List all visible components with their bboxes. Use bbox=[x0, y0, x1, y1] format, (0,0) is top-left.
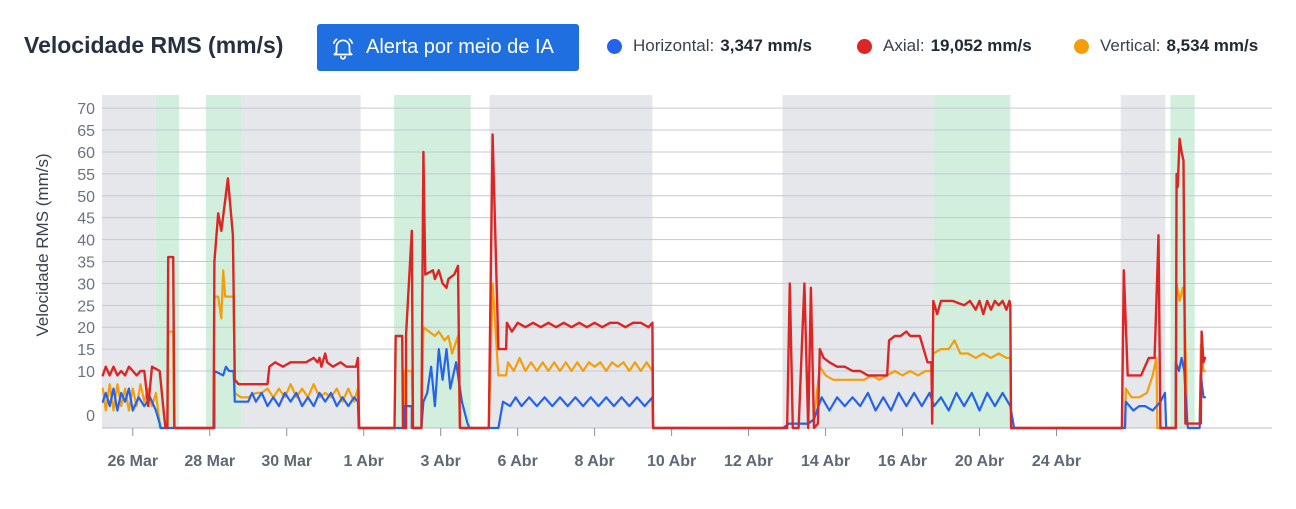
legend-value-axial: 19,052 mm/s bbox=[930, 36, 1032, 55]
legend-label-vertical: Vertical: bbox=[1100, 36, 1161, 55]
chart-title: Velocidade RMS (mm/s) bbox=[24, 32, 284, 58]
x-tick-label: 26 Mar bbox=[107, 453, 158, 470]
y-tick-label: 50 bbox=[77, 189, 95, 206]
x-tick-label: 8 Abr bbox=[574, 453, 614, 470]
legend-item-horizontal[interactable]: Horizontal: 3,347 mm/s bbox=[607, 36, 812, 56]
legend-label-axial: Axial: bbox=[883, 36, 925, 55]
legend-value-vertical: 8,534 mm/s bbox=[1166, 36, 1259, 55]
ai-alert-button-label: Alerta por meio de IA bbox=[366, 36, 554, 58]
series-lines bbox=[101, 133, 1207, 430]
y-tick-label: 15 bbox=[77, 342, 95, 359]
legend-value-horizontal: 3,347 mm/s bbox=[720, 36, 812, 55]
y-tick-label: 35 bbox=[77, 255, 95, 272]
x-tick-label: 10 Abr bbox=[647, 453, 696, 470]
y-axis-ticks: 0 10 15 20 25 30 35 40 45 50 55 60 65 70 bbox=[77, 101, 95, 425]
y-tick-label: 30 bbox=[77, 276, 95, 293]
x-tick-label: 24 Abr bbox=[1032, 453, 1081, 470]
y-tick-label: 65 bbox=[77, 123, 95, 140]
x-tick-label: 12 Abr bbox=[724, 453, 773, 470]
x-tick-label: 3 Abr bbox=[421, 453, 461, 470]
x-tick-label: 14 Abr bbox=[801, 453, 850, 470]
bell-icon bbox=[332, 37, 354, 60]
x-tick-label: 30 Mar bbox=[261, 453, 312, 470]
x-tick-label: 6 Abr bbox=[498, 453, 538, 470]
x-tick-label: 1 Abr bbox=[344, 453, 384, 470]
y-tick-label: 60 bbox=[77, 145, 95, 162]
legend-dot-horizontal bbox=[607, 38, 622, 54]
legend-dot-vertical bbox=[1074, 38, 1089, 54]
series-line-axial bbox=[101, 133, 1207, 430]
chart-header: Velocidade RMS (mm/s) Alerta por meio de… bbox=[0, 0, 1296, 95]
x-tick-label: 20 Abr bbox=[955, 453, 1004, 470]
legend-label-horizontal: Horizontal: bbox=[633, 36, 715, 55]
y-tick-label: 45 bbox=[77, 211, 95, 228]
y-tick-label: 55 bbox=[77, 167, 95, 184]
y-tick-label: 10 bbox=[77, 364, 95, 381]
legend-item-axial[interactable]: Axial: 19,052 mm/s bbox=[857, 36, 1032, 56]
y-tick-label: 70 bbox=[77, 101, 95, 118]
legend-item-vertical[interactable]: Vertical: 8,534 mm/s bbox=[1074, 36, 1258, 56]
x-tick-label: 16 Abr bbox=[878, 453, 927, 470]
y-tick-label: 40 bbox=[77, 233, 95, 250]
y-tick-label: 0 bbox=[86, 408, 95, 425]
ai-alert-button[interactable]: Alerta por meio de IA bbox=[317, 24, 579, 71]
y-axis-label: Velocidade RMS (mm/s) bbox=[33, 153, 52, 336]
y-tick-label: 25 bbox=[77, 298, 95, 315]
grid-lines bbox=[102, 107, 1272, 372]
x-tick-label: 28 Mar bbox=[184, 453, 235, 470]
x-axis: 26 Mar 28 Mar 30 Mar 1 Abr 3 Abr 6 Abr 8 Abr 10… bbox=[102, 427, 1272, 470]
y-tick-label: 20 bbox=[77, 320, 95, 337]
legend-dot-axial bbox=[857, 38, 872, 54]
